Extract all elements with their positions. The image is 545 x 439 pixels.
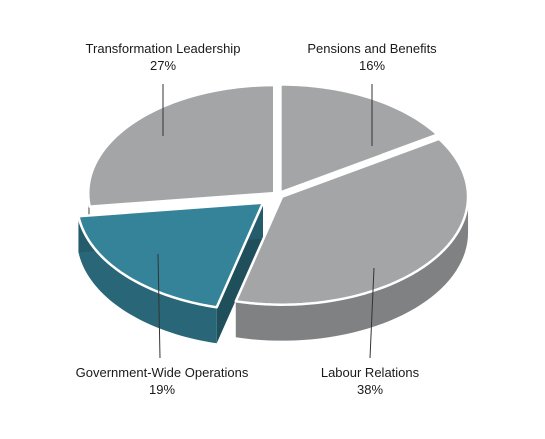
slice-label-government-wide-operations: Government-Wide Operations — [76, 365, 249, 380]
pie-labels: Pensions and Benefits 16% Labour Relations… — [76, 41, 438, 397]
pie-slice-government-wide-operations — [77, 201, 265, 309]
slice-label-labour-relations: Labour Relations — [321, 365, 420, 380]
leader-government-wide-operations — [157, 253, 161, 359]
slice-value-pensions-and-benefits: 16% — [359, 58, 385, 73]
pie-slice-pensions-and-benefits — [279, 83, 439, 194]
slice-label-pensions-and-benefits: Pensions and Benefits — [307, 41, 437, 56]
slice-value-government-wide-operations: 19% — [149, 382, 175, 397]
slice-value-transformation-leadership: 27% — [150, 58, 176, 73]
slice-value-labour-relations: 38% — [357, 382, 383, 397]
pie-slice-transformation-leadership — [87, 83, 276, 208]
pie-tops — [77, 83, 470, 309]
pie-slice-labour-relations — [234, 137, 470, 306]
pie-side-government-wide-operations — [78, 216, 217, 344]
leader-labour-relations — [369, 267, 375, 359]
slice-label-transformation-leadership: Transformation Leadership — [86, 41, 241, 56]
